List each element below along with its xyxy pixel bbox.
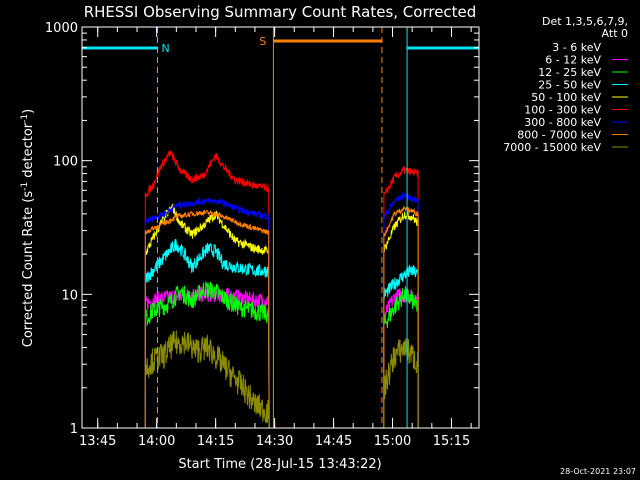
series-25-50-kev-seg2 [383,264,419,428]
plot-frame [81,26,480,429]
saa-label: S [259,35,266,48]
x-tick-label: 14:30 [256,434,293,449]
series-800-7000-kev-seg2 [383,205,419,428]
x-tick-label: 15:00 [374,434,411,449]
legend-item-label: 3 - 6 keV [552,41,601,54]
legend-item-label: 800 - 7000 keV [517,129,601,142]
y-tick-label: 10 [61,288,78,303]
y-tick-label: 1000 [45,21,78,36]
series-50-100-kev-seg1 [144,203,270,429]
series-12-25-kev-seg2 [383,286,419,428]
series-300-800-kev-seg2 [383,191,419,428]
series-300-800-kev-seg1 [144,197,270,429]
chart-title: RHESSI Observing Summary Count Rates, Co… [84,3,477,21]
series-layer [144,150,419,429]
series-100-300-kev-seg2 [383,165,419,428]
legend-item-label: 100 - 300 keV [524,104,601,117]
legend-item-label: 12 - 25 keV [538,66,601,79]
x-axis-label: Start Time (28-Jul-15 13:43:22) [178,457,381,472]
series-7000-15000-kev-seg2 [383,338,419,428]
series-100-300-kev-seg1 [144,150,270,429]
night-label: N [161,42,169,55]
legend-item-label: 25 - 50 keV [538,79,601,92]
legend-header-line-2: Att 0 [602,27,628,40]
x-axis: 13:45 14:00 14:15 14:30 14:45 15:00 15:15 [79,27,472,449]
legend-item-label: 7000 - 15000 keV [503,141,601,154]
series-800-7000-kev-seg1 [144,209,270,429]
x-tick-label: 14:00 [138,434,175,449]
x-tick-label: 13:45 [79,434,116,449]
series-50-100-kev-seg2 [383,210,419,428]
x-tick-label: 14:45 [315,434,352,449]
series-12-25-kev-seg1 [144,281,270,429]
y-axis: 1 10 100 1000 [45,21,479,437]
series-7000-15000-kev-seg1 [144,330,270,429]
legend-header-line-1: Det 1,3,5,6,7,9, [542,15,628,28]
marker-layer: NS [82,27,479,428]
y-tick-label: 1 [70,422,78,437]
series-3-6-kev-seg2 [383,235,419,428]
legend-item-label: 6 - 12 keV [545,54,601,67]
legend-item-label: 300 - 800 keV [524,116,601,129]
series-3-6-kev-seg1 [144,237,270,429]
series-25-50-kev-seg1 [144,239,270,429]
y-tick-label: 100 [53,155,78,170]
legend-item-label: 50 - 100 keV [531,91,601,104]
x-tick-label: 14:15 [197,434,234,449]
x-tick-label: 15:15 [433,434,470,449]
y-axis-label: Corrected Count Rate (s-1 detector-1) [20,109,36,347]
footer-timestamp: 28-Oct-2021 23:07 [560,467,636,476]
